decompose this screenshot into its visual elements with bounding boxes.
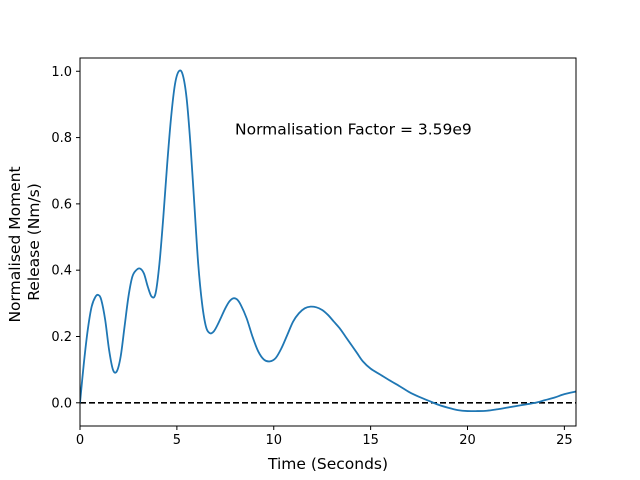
- y-tick-label: 0.4: [51, 264, 72, 279]
- x-tick-label: 10: [265, 433, 282, 448]
- x-tick-label: 0: [76, 433, 84, 448]
- y-axis-label-line-1: Normalised Moment: [6, 166, 24, 322]
- axis-ticks: 0 5 10 15 20 25 0.0 0.2 0.4 0.6 0.8 1.0: [51, 65, 572, 448]
- y-tick-label: 0.6: [51, 197, 72, 212]
- y-tick-label: 0.2: [51, 330, 72, 345]
- x-axis-label: Time (Seconds): [267, 455, 388, 473]
- x-tick-label: 20: [459, 433, 476, 448]
- x-tick-label: 25: [556, 433, 573, 448]
- y-tick-label: 0.8: [51, 131, 72, 146]
- y-axis-label: Normalised Moment Release (Nm/s): [6, 161, 43, 322]
- series-line-0: [80, 69, 576, 413]
- x-tick-label: 5: [173, 433, 181, 448]
- y-tick-label: 0.0: [51, 396, 72, 411]
- x-tick-label: 15: [362, 433, 379, 448]
- normalisation-factor-annotation: Normalisation Factor = 3.59e9: [235, 120, 472, 138]
- axes-frame: [79, 57, 577, 427]
- y-tick-label: 1.0: [51, 65, 72, 80]
- y-axis-label-line-2: Release (Nm/s): [25, 183, 43, 301]
- plot-area: [80, 69, 576, 413]
